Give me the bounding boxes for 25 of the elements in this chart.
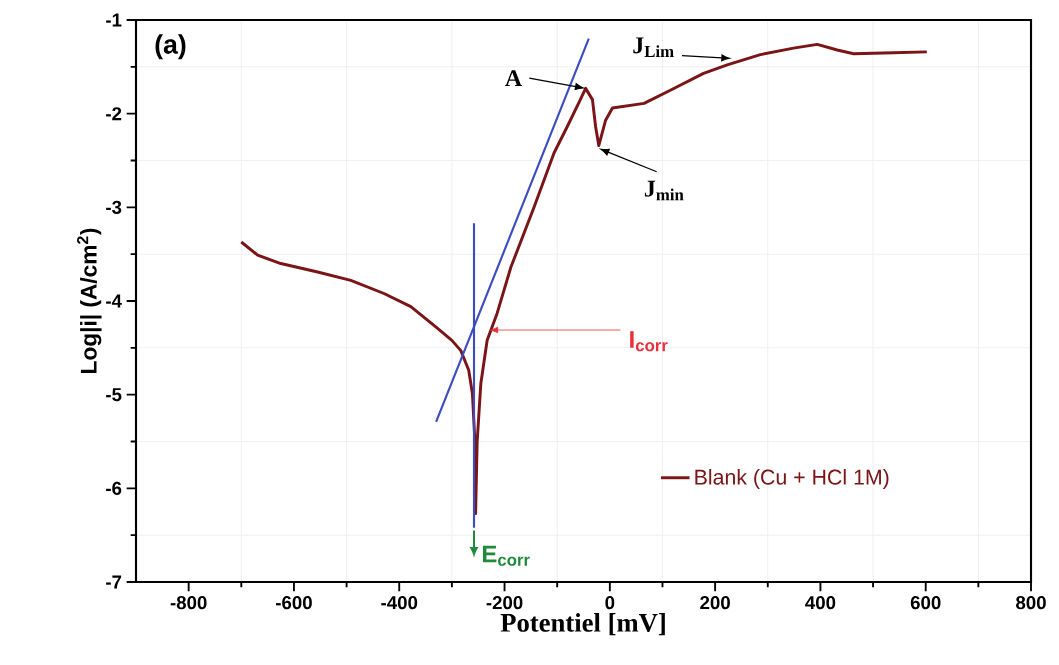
x-tick-label: 200: [700, 596, 730, 610]
x-tick-label: 600: [910, 596, 941, 610]
y-tick-label: -2: [106, 107, 122, 121]
x-tick-label: 0: [605, 596, 615, 610]
x-tick-label: 400: [805, 596, 836, 610]
annotation: (a): [155, 34, 186, 60]
annotation: A: [505, 70, 522, 86]
legend-label: Blank (Cu + HCl 1M): [695, 469, 889, 489]
x-tick-label: -400: [381, 596, 418, 610]
y-axis-title: Log|i| (A/cm$^{2}$): [77, 228, 102, 373]
y-tick-label: -3: [106, 200, 122, 214]
annotation: E$_{corr}$: [482, 545, 530, 566]
y-tick-label: -5: [106, 388, 122, 402]
x-tick-label: 800: [1016, 596, 1046, 610]
x-axis-title: Potentiel [mV]: [500, 613, 665, 636]
x-tick-label: -800: [170, 596, 207, 610]
x-tick-label: -600: [276, 596, 312, 610]
annotation: J$_{Lim}$: [633, 37, 674, 57]
annotation: I$_{corr}$: [630, 331, 668, 352]
x-tick-label: -200: [486, 596, 523, 610]
y-tick-label: -1: [106, 13, 122, 27]
y-tick-label: -7: [106, 575, 122, 589]
y-tick-label: -4: [106, 294, 122, 308]
y-tick-label: -6: [106, 481, 122, 495]
annotation: J$_{min}$: [644, 180, 684, 201]
